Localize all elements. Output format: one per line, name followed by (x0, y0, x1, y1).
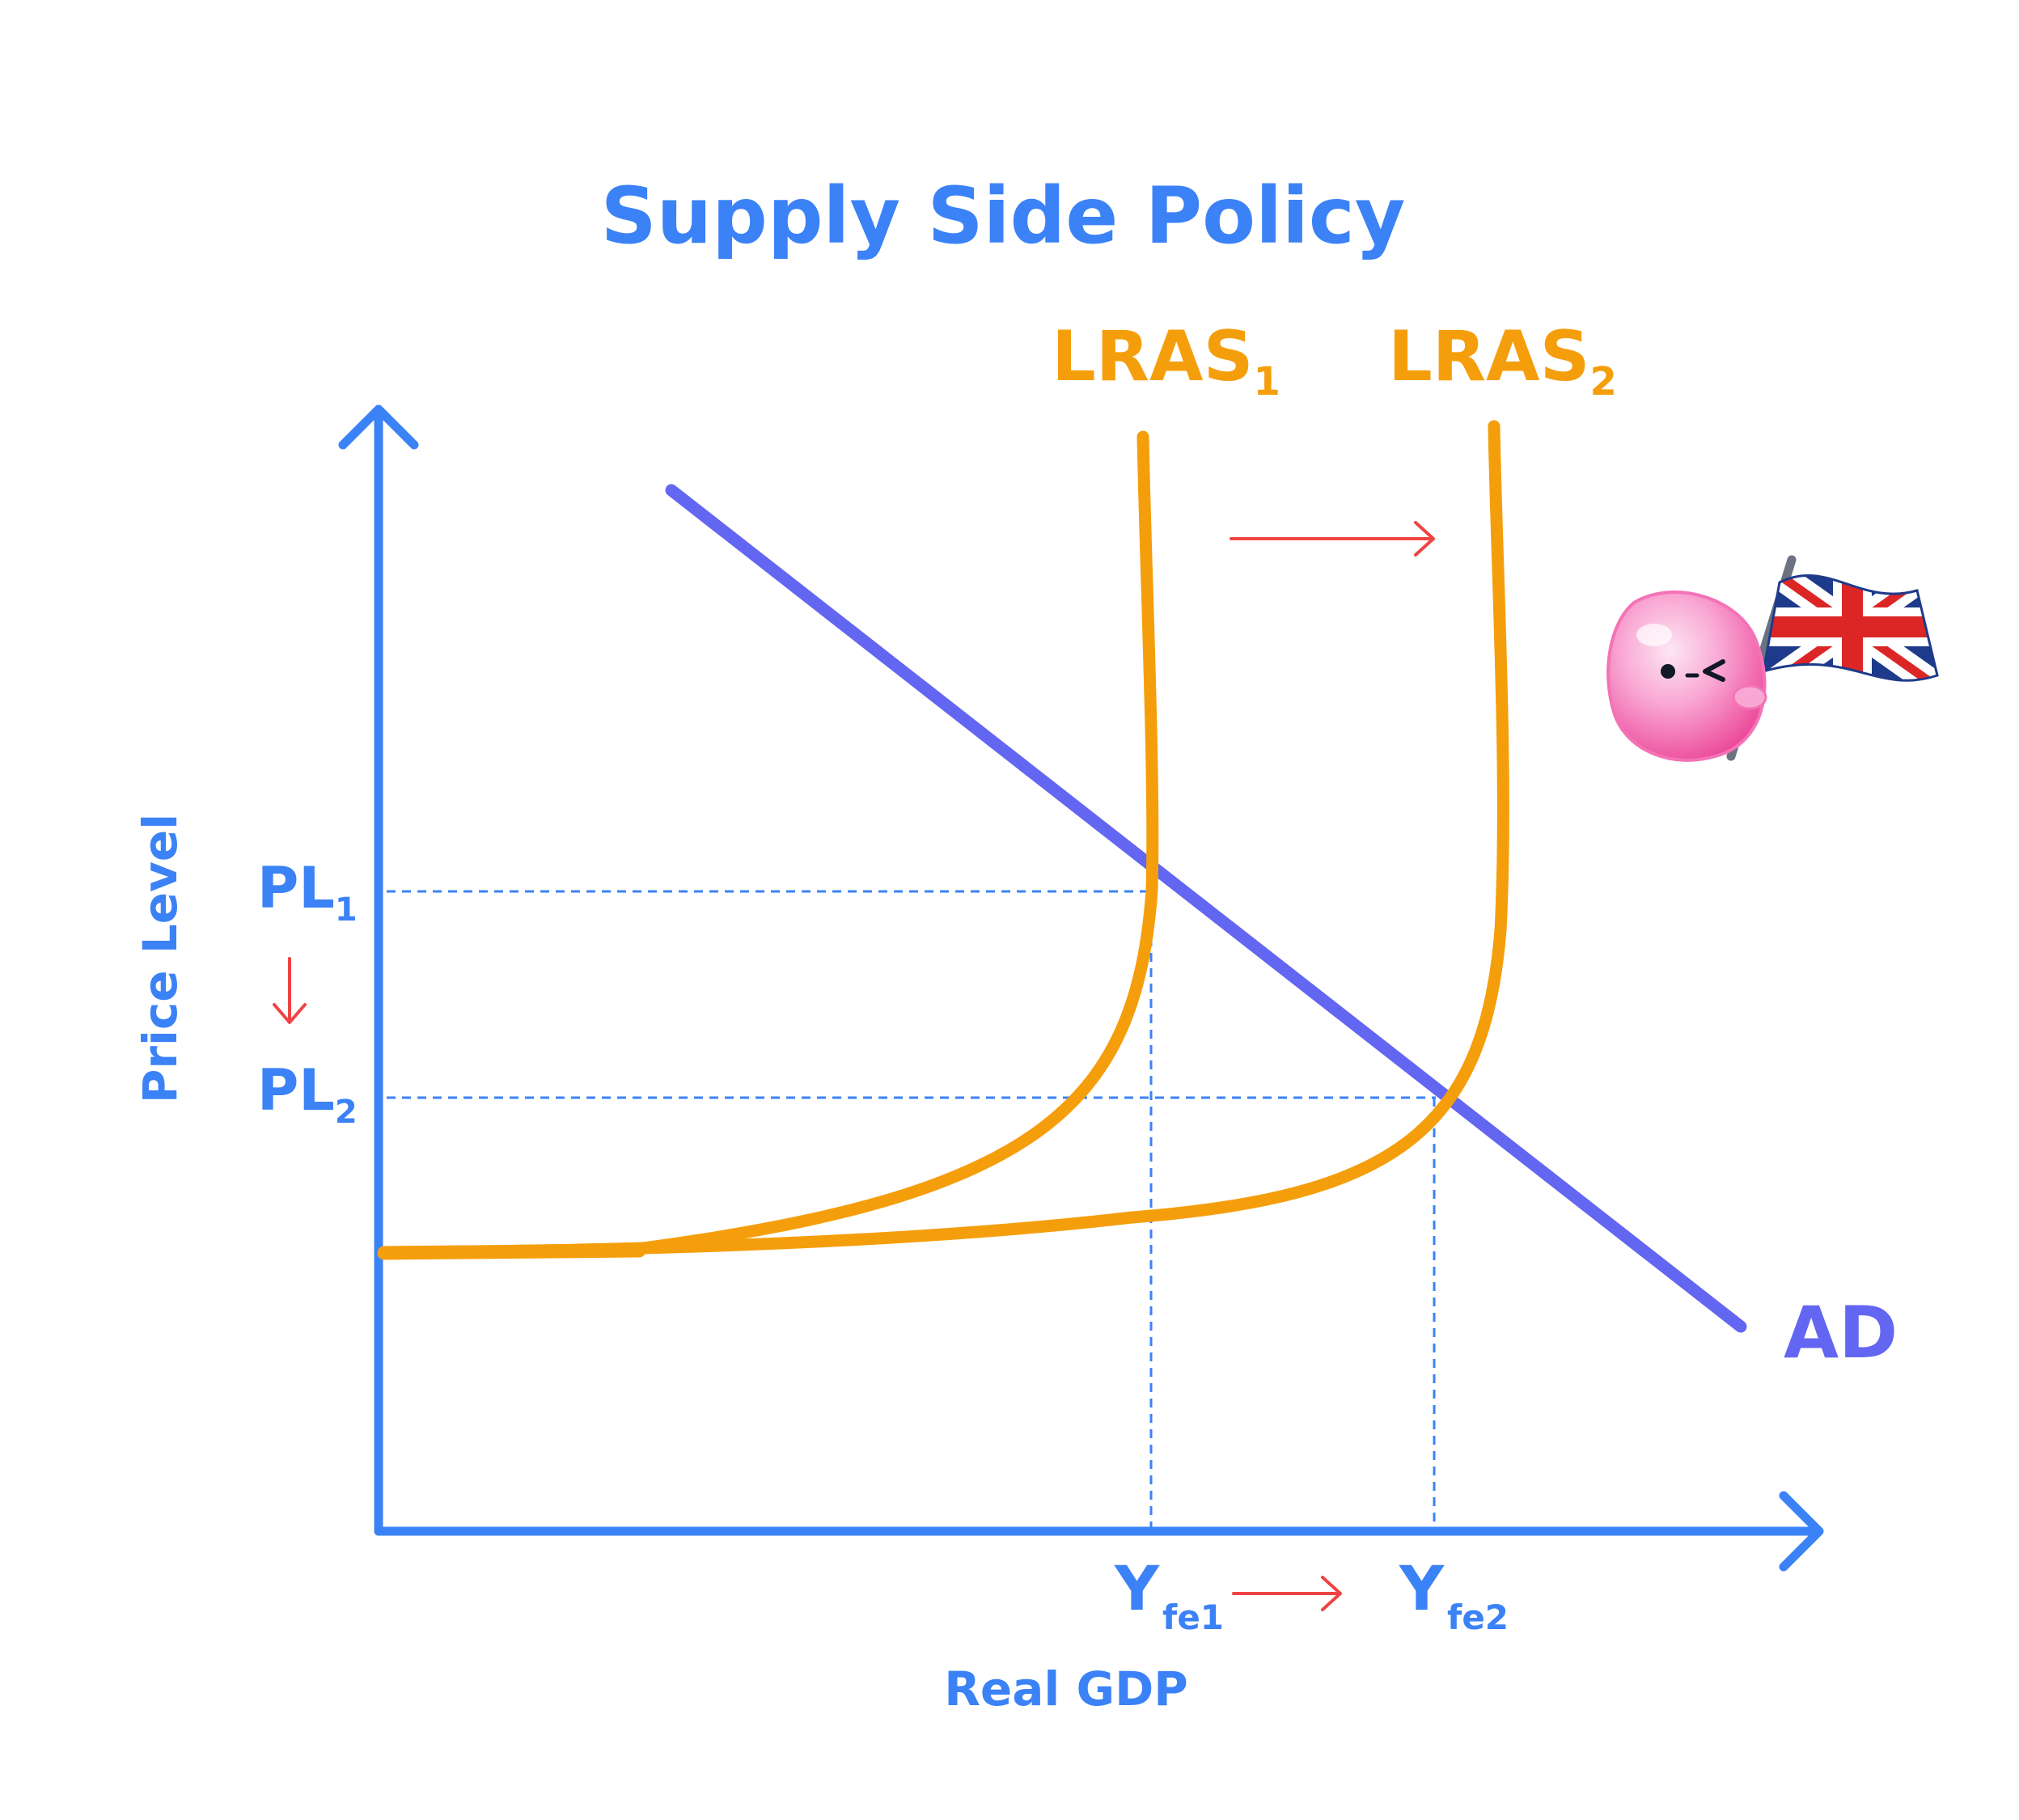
union-jack-flag-icon (1762, 574, 1939, 682)
y-axis-arrowhead (338, 404, 419, 450)
mascot-eye-icon (1661, 664, 1675, 679)
lras2-label: LRAS2 (1388, 316, 1617, 404)
price-level-down-arrow (273, 957, 307, 1024)
lras1-curve (624, 430, 1159, 1256)
lras-shift-arrow (1230, 521, 1435, 557)
pl1-label: PL1 (257, 855, 358, 929)
ad-label: AD (1784, 1291, 1898, 1374)
y-axis-label: Price Level (133, 814, 188, 1103)
pl2-label-main: PL (257, 1057, 335, 1124)
yfe2-label: Yfe2 (1399, 1552, 1509, 1637)
axes (338, 404, 1824, 1572)
ad-curve (665, 484, 1747, 1333)
guide-lines (387, 890, 1436, 1527)
yfe2-label-main: Y (1399, 1552, 1445, 1624)
lras2-label-main: LRAS (1388, 316, 1590, 397)
output-shift-arrow (1232, 1576, 1342, 1611)
mascot-wink-icon (1703, 659, 1725, 682)
lras2-label-sub: 2 (1590, 359, 1617, 404)
pl2-label-sub: 2 (335, 1094, 358, 1131)
pl1-label-main: PL (257, 855, 335, 921)
x-axis-arrowhead (1779, 1491, 1824, 1572)
yfe1-label-main: Y (1114, 1552, 1160, 1624)
lras1-label-sub: 1 (1254, 359, 1280, 404)
mascot-hand (1732, 684, 1767, 710)
lras-shared-base (377, 1243, 646, 1260)
lras2-curve (378, 420, 1509, 1259)
x-axis-label: Real GDP (944, 1661, 1187, 1716)
yfe1-label: Yfe1 (1114, 1552, 1224, 1637)
yfe1-label-sub: fe1 (1162, 1598, 1224, 1637)
pl1-label-sub: 1 (335, 891, 358, 929)
yfe2-label-sub: fe2 (1447, 1598, 1509, 1637)
pink-blob-mascot-icon (1606, 555, 1939, 762)
lras1-label-main: LRAS (1052, 316, 1254, 397)
pl2-label: PL2 (257, 1057, 358, 1131)
chart-title: Supply Side Policy (601, 171, 1406, 261)
lras1-label: LRAS1 (1052, 316, 1280, 404)
